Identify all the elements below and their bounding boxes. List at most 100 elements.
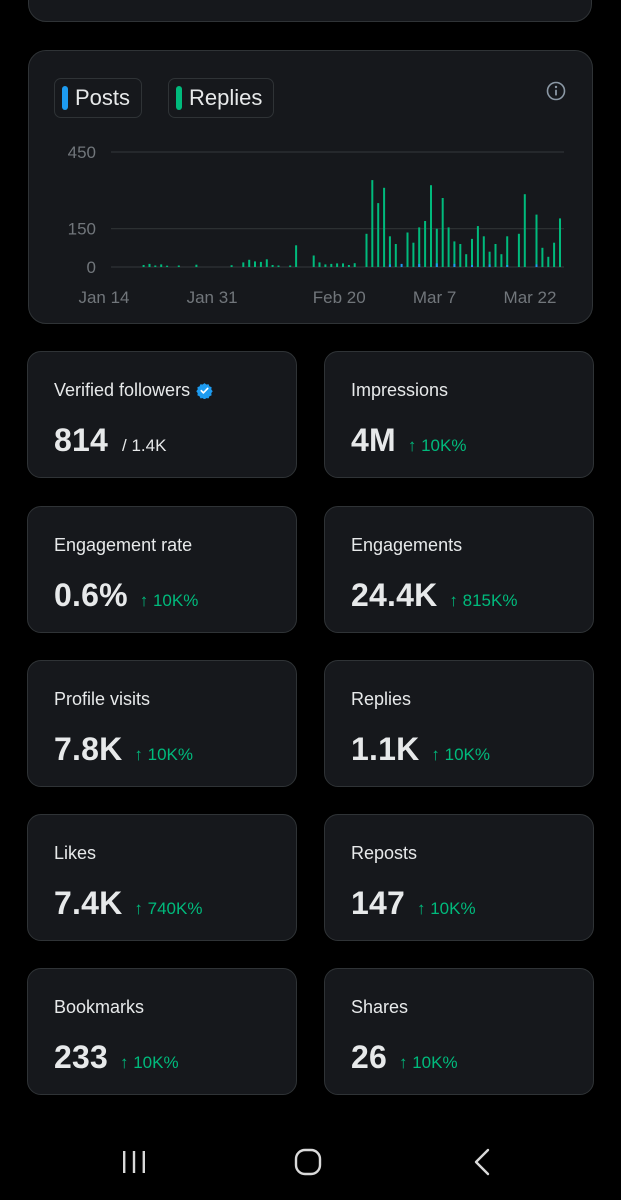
stat-label: Impressions	[351, 380, 449, 400]
replies-bar	[377, 203, 380, 267]
x-tick-label: Jan 31	[187, 288, 238, 307]
replies-bar	[424, 221, 427, 267]
replies-bar	[412, 242, 415, 267]
stat-value-row: 7.4K ↑ 740K%	[54, 885, 202, 922]
replies-bar	[523, 194, 526, 267]
replies-bar	[559, 218, 561, 267]
stat-label: Likes	[54, 843, 97, 863]
replies-bar	[142, 265, 145, 267]
stat-change: ↑ 10K%	[407, 436, 467, 455]
stat-value-row: 233 ↑ 10K%	[54, 1039, 179, 1076]
posts-bar	[535, 264, 538, 267]
stat-card-replies[interactable]: Replies 1.1K ↑ 10K%	[324, 660, 594, 787]
y-tick-label: 450	[68, 143, 96, 162]
verified-badge-icon	[196, 383, 213, 399]
posts-bar	[488, 264, 491, 267]
replies-bar	[195, 264, 198, 267]
replies-bar	[230, 265, 233, 267]
stat-value: 814	[54, 422, 108, 458]
stat-value: 4M	[351, 422, 396, 458]
stat-label: Replies	[351, 689, 412, 709]
stat-change: ↑ 10K%	[139, 591, 199, 610]
stat-value-row: 0.6% ↑ 10K%	[54, 577, 198, 614]
stat-label: Engagement rate	[54, 535, 193, 555]
replies-bar	[371, 180, 374, 267]
stat-label: Reposts	[351, 843, 418, 863]
recents-icon	[123, 1151, 145, 1173]
legend-posts-swatch	[62, 86, 68, 110]
x-tick-label: Mar 22	[504, 288, 557, 307]
recents-button[interactable]	[110, 1144, 158, 1180]
replies-bar	[406, 232, 409, 267]
replies-bar	[476, 226, 479, 267]
legend-replies-label: Replies	[189, 85, 263, 110]
replies-bar	[154, 265, 157, 267]
stat-card-likes[interactable]: Likes 7.4K ↑ 740K%	[27, 814, 297, 941]
replies-bar	[435, 228, 438, 267]
stat-card-reposts[interactable]: Reposts 147 ↑ 10K%	[324, 814, 594, 941]
stat-card-profile-visits[interactable]: Profile visits 7.8K ↑ 10K%	[27, 660, 297, 787]
replies-bar	[430, 185, 432, 267]
replies-bar	[482, 236, 485, 267]
stat-value-row: 4M ↑ 10K%	[351, 422, 466, 459]
stat-card-shares[interactable]: Shares 26 ↑ 10K%	[324, 968, 594, 1095]
info-icon[interactable]	[546, 81, 566, 101]
stat-value-row: 1.1K ↑ 10K%	[351, 731, 490, 768]
posts-bar	[388, 264, 391, 267]
stat-change: ↑ 10K%	[134, 745, 193, 764]
y-tick-label: 0	[87, 258, 96, 277]
replies-bar	[500, 254, 503, 267]
stat-value-row: 814 / 1.4K	[54, 422, 166, 459]
replies-bar	[248, 259, 251, 267]
x-axis-ticks: Jan 14 Jan 31 Feb 20 Mar 7 Mar 22	[78, 288, 556, 307]
stat-value-row: 26 ↑ 10K%	[351, 1039, 458, 1076]
system-navigation-bar	[0, 1120, 621, 1200]
replies-bar	[494, 244, 497, 267]
stat-card-impressions[interactable]: Impressions 4M ↑ 10K%	[324, 351, 594, 478]
stat-card-verified-followers[interactable]: Verified followers 814 / 1.4K	[27, 351, 297, 478]
previous-card	[28, 0, 592, 22]
chart-bars	[142, 180, 561, 267]
stat-value: 233	[54, 1039, 108, 1075]
replies-bar	[353, 263, 356, 267]
replies-bar	[383, 187, 386, 267]
activity-chart: 450 150 0 Jan 14 Jan 31 Feb 20 Mar 7 Mar 22	[68, 143, 564, 307]
replies-bar	[254, 261, 256, 267]
replies-bar	[553, 242, 556, 267]
stat-value: 26	[351, 1039, 387, 1075]
stat-change: ↑ 10K%	[431, 745, 490, 764]
stat-value-row: 147 ↑ 10K%	[351, 885, 476, 922]
stat-label: Shares	[351, 997, 409, 1017]
stat-change: ↑ 10K%	[399, 1053, 458, 1072]
replies-bar	[465, 254, 468, 267]
stat-card-bookmarks[interactable]: Bookmarks 233 ↑ 10K%	[27, 968, 297, 1095]
home-button[interactable]	[284, 1144, 332, 1180]
replies-bar	[441, 198, 444, 267]
stat-label: Engagements	[351, 535, 463, 555]
stat-card-engagement-rate[interactable]: Engagement rate 0.6% ↑ 10K%	[27, 506, 297, 633]
activity-chart-card: 450 150 0 Jan 14 Jan 31 Feb 20 Mar 7 Mar 22 Po…	[28, 50, 593, 324]
replies-bar	[459, 244, 462, 267]
posts-bar	[435, 263, 438, 267]
stat-change: ↑ 10K%	[120, 1053, 179, 1072]
stat-label-text: Verified followers	[54, 380, 191, 400]
stat-change: ↑ 815K%	[449, 591, 518, 610]
stat-total: / 1.4K	[122, 436, 167, 455]
replies-bar	[166, 265, 169, 267]
stat-value: 7.8K	[54, 731, 123, 767]
stat-label: Profile visits	[54, 689, 151, 709]
stat-card-engagements[interactable]: Engagements 24.4K ↑ 815K%	[324, 506, 594, 633]
replies-bar	[517, 233, 520, 267]
stat-change: ↑ 740K%	[134, 899, 203, 918]
legend-posts[interactable]: Posts	[54, 78, 142, 118]
replies-bar	[347, 265, 350, 267]
stat-label: Bookmarks	[54, 997, 145, 1017]
replies-bar	[318, 262, 321, 267]
replies-bar	[447, 227, 450, 267]
home-icon	[294, 1148, 322, 1176]
replies-bar	[365, 233, 368, 267]
back-button[interactable]	[458, 1144, 506, 1180]
posts-bar	[506, 265, 509, 267]
replies-bar	[342, 263, 344, 267]
legend-replies[interactable]: Replies	[168, 78, 274, 118]
